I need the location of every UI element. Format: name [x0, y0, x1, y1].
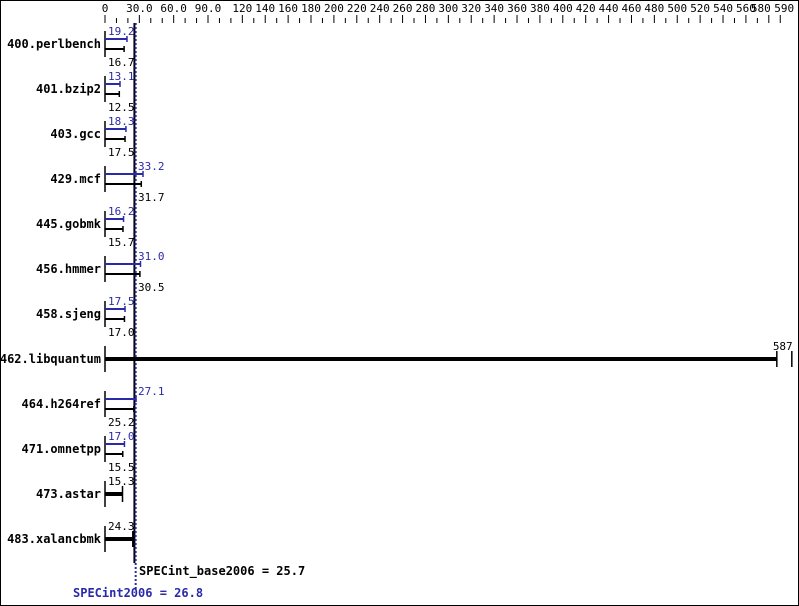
benchmark-label: 483.xalancbmk [7, 532, 102, 546]
benchmark-label: 471.omnetpp [22, 442, 101, 456]
base-value-label: 30.5 [138, 281, 165, 294]
x-tick-label: 340 [484, 2, 504, 15]
benchmark-label: 401.bzip2 [36, 82, 101, 96]
base-value-label: 31.7 [138, 191, 165, 204]
base-value-label: 17.5 [108, 146, 135, 159]
x-tick-label: 280 [416, 2, 436, 15]
base-value-label: 15.5 [108, 461, 135, 474]
benchmark-label: 458.sjeng [36, 307, 101, 321]
x-tick-label: 30.0 [126, 2, 153, 15]
x-tick-label: 420 [576, 2, 596, 15]
peak-value-label: 33.2 [138, 160, 165, 173]
x-tick-label: 440 [599, 2, 619, 15]
x-tick-label: 460 [622, 2, 642, 15]
benchmark-label: 400.perlbench [7, 37, 101, 51]
peak-value-label: 19.2 [108, 25, 135, 38]
peak-value-label: 27.1 [138, 385, 165, 398]
x-tick-label: 540 [713, 2, 733, 15]
x-tick-label: 400 [553, 2, 573, 15]
peak-value-label: 17.5 [108, 295, 135, 308]
x-tick-label: 160 [278, 2, 298, 15]
x-tick-label: 300 [438, 2, 458, 15]
base-value-label: 15.7 [108, 236, 135, 249]
x-tick-label: 200 [324, 2, 344, 15]
base-value-label: 15.3 [108, 475, 135, 488]
base-value-label: 25.2 [108, 416, 135, 429]
base-value-label: 17.0 [108, 326, 135, 339]
x-tick-label: 360 [507, 2, 527, 15]
base-value-label: 12.5 [108, 101, 135, 114]
peak-value-label: 17.0 [108, 430, 135, 443]
x-tick-label: 380 [530, 2, 550, 15]
base-value-label: 16.7 [108, 56, 135, 69]
peak-value-label: 31.0 [138, 250, 165, 263]
benchmark-label: 462.libquantum [1, 352, 101, 366]
benchmark-label: 429.mcf [50, 172, 101, 186]
x-tick-label: 260 [393, 2, 413, 15]
peak-mean-label: SPECint2006 = 26.8 [73, 586, 203, 600]
x-tick-label: 180 [301, 2, 321, 15]
x-tick-label: 480 [644, 2, 664, 15]
base-value-label: 24.3 [108, 520, 135, 533]
x-tick-label: 140 [255, 2, 275, 15]
x-tick-label: 120 [232, 2, 252, 15]
x-tick-label: 220 [347, 2, 367, 15]
peak-value-label: 16.2 [108, 205, 135, 218]
x-tick-label: 240 [370, 2, 390, 15]
x-tick-label: 320 [461, 2, 481, 15]
x-tick-label: 500 [667, 2, 687, 15]
peak-value-label: 13.1 [108, 70, 135, 83]
peak-value-label: 18.3 [108, 115, 135, 128]
x-tick-label: 520 [690, 2, 710, 15]
benchmark-label: 403.gcc [50, 127, 101, 141]
benchmark-label: 445.gobmk [36, 217, 102, 231]
base-mean-label: SPECint_base2006 = 25.7 [139, 564, 305, 579]
x-tick-label: 60.0 [160, 2, 187, 15]
benchmark-label: 456.hmmer [36, 262, 101, 276]
base-value-label: 587 [773, 340, 793, 353]
benchmark-label: 473.astar [36, 487, 101, 501]
x-tick-label: 590 [774, 2, 794, 15]
benchmark-label: 464.h264ref [22, 397, 101, 411]
x-tick-label: 0 [102, 2, 109, 15]
x-tick-label: 560 [736, 2, 756, 15]
x-tick-label: 90.0 [195, 2, 222, 15]
x-tick-label: 580 [751, 2, 771, 15]
